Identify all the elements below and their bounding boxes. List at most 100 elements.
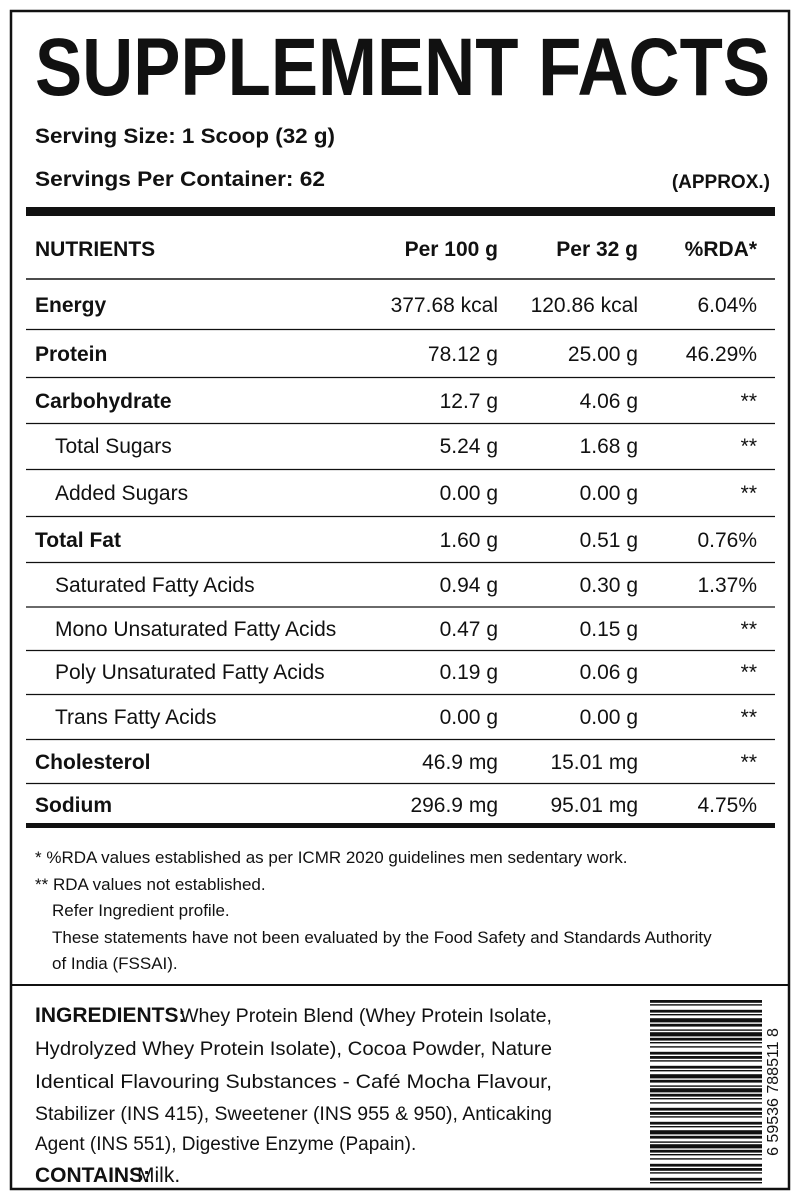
nutrient-value: **: [741, 482, 757, 505]
barcode-bar: [650, 1177, 762, 1181]
barcode-bar: [650, 1098, 762, 1100]
barcode-bar: [650, 1009, 762, 1013]
nutrient-value: **: [741, 661, 757, 684]
nutrient-value: 0.00 g: [440, 482, 498, 505]
barcode: [650, 1000, 762, 1184]
nutrient-name: Added Sugars: [55, 482, 188, 505]
nutrient-name: Cholesterol: [35, 751, 151, 774]
nutrient-value: 0.00 g: [440, 706, 498, 729]
footnote: of India (FSSAI).: [52, 954, 178, 973]
barcode-bar: [650, 1051, 762, 1055]
column-header: Per 100 g: [405, 238, 498, 261]
nutrient-name: Protein: [35, 343, 107, 366]
nutrient-value: 46.9 mg: [422, 751, 498, 774]
nutrient-value: 78.12 g: [428, 343, 498, 366]
nutrient-value: 0.94 g: [440, 574, 498, 597]
nutrient-value: 15.01 mg: [550, 751, 638, 774]
nutrient-value: **: [741, 751, 757, 774]
barcode-bar: [650, 1074, 762, 1079]
barcode-bar: [650, 1144, 762, 1149]
nutrient-name: Saturated Fatty Acids: [55, 574, 255, 597]
barcode-bar: [650, 1060, 762, 1062]
barcode-bar: [650, 1172, 762, 1174]
nutrient-value: 296.9 mg: [410, 794, 498, 817]
ingredients-label: INGREDIENTS:: [35, 1004, 186, 1027]
barcode-bar: [650, 1079, 762, 1083]
nutrient-value: 0.19 g: [440, 661, 498, 684]
nutrient-value: 377.68 kcal: [391, 294, 498, 317]
barcode-bar: [650, 1042, 762, 1044]
barcode-bar: [650, 1029, 762, 1031]
barcode-bar: [650, 1088, 762, 1093]
barcode-bar: [650, 1149, 762, 1153]
nutrient-value: 0.15 g: [580, 618, 638, 641]
barcode-bar: [650, 1032, 762, 1037]
nutrient-name: Total Fat: [35, 529, 121, 552]
nutrient-value: **: [741, 618, 757, 641]
barcode-bar: [650, 1018, 762, 1023]
barcode-bar: [650, 1116, 762, 1118]
barcode-bar: [650, 1141, 762, 1143]
barcode-bar: [650, 1037, 762, 1041]
nutrient-name: Trans Fatty Acids: [55, 706, 216, 729]
ingredient-line: Identical Flavouring Substances - Café M…: [35, 1072, 552, 1093]
ingredient-line: Whey Protein Blend (Whey Protein Isolate…: [180, 1006, 552, 1027]
nutrient-value: 5.24 g: [440, 435, 498, 458]
footnote: * %RDA values established as per ICMR 20…: [35, 848, 627, 867]
servings-per-container: Servings Per Container: 62: [35, 168, 325, 191]
nutrient-name: Total Sugars: [55, 435, 172, 458]
barcode-bar: [650, 1023, 762, 1027]
nutrient-value: 1.37%: [697, 574, 757, 597]
barcode-bar: [650, 1085, 762, 1087]
thick-rule: [26, 207, 775, 216]
nutrient-value: 4.06 g: [580, 390, 638, 413]
barcode-bar: [650, 1014, 762, 1016]
nutrient-value: 0.30 g: [580, 574, 638, 597]
nutrient-value: 1.60 g: [440, 529, 498, 552]
barcode-bar: [650, 1121, 762, 1125]
footnote: These statements have not been evaluated…: [52, 928, 712, 947]
nutrient-value: 12.7 g: [440, 390, 498, 413]
thick-rule: [26, 823, 775, 828]
barcode-bar: [650, 1154, 762, 1156]
nutrient-value: 46.29%: [686, 343, 757, 366]
nutrient-value: 95.01 mg: [550, 794, 638, 817]
nutrient-name: Sodium: [35, 794, 112, 817]
approx-note: (APPROX.): [672, 172, 770, 193]
contains-label: CONTAINS:: [35, 1164, 150, 1187]
nutrient-name: Energy: [35, 294, 107, 317]
barcode-bar: [650, 1107, 762, 1111]
barcode-bar: [650, 1126, 762, 1128]
barcode-bar: [650, 1070, 762, 1072]
barcode-bar: [650, 1158, 762, 1160]
serving-size: Serving Size: 1 Scoop (32 g): [35, 125, 335, 148]
barcode-bar: [650, 1046, 762, 1048]
ingredient-line: Stabilizer (INS 415), Sweetener (INS 955…: [35, 1104, 552, 1125]
nutrient-name: Carbohydrate: [35, 390, 172, 413]
barcode-bar: [650, 1102, 762, 1104]
nutrient-value: 4.75%: [697, 794, 757, 817]
title: SUPPLEMENT FACTS: [35, 22, 770, 113]
nutrient-value: **: [741, 706, 757, 729]
column-header: Per 32 g: [556, 238, 638, 261]
nutrient-value: 1.68 g: [580, 435, 638, 458]
nutrient-value: **: [741, 435, 757, 458]
nutrient-name: Poly Unsaturated Fatty Acids: [55, 661, 325, 684]
nutrient-value: **: [741, 390, 757, 413]
nutrient-value: 0.47 g: [440, 618, 498, 641]
footnote: Refer Ingredient profile.: [52, 901, 230, 920]
barcode-bar: [650, 1112, 762, 1115]
nutrient-name: Mono Unsaturated Fatty Acids: [55, 618, 336, 641]
barcode-bar: [650, 1065, 762, 1069]
barcode-bar: [650, 1130, 762, 1135]
barcode-bar: [650, 1004, 762, 1006]
footnote: ** RDA values not established.: [35, 875, 266, 894]
contains-value: Milk.: [137, 1164, 180, 1187]
nutrient-value: 0.76%: [697, 529, 757, 552]
column-header: %RDA*: [685, 238, 758, 261]
barcode-number: 6 59536 788511 8: [765, 1028, 782, 1156]
ingredient-line: Agent (INS 551), Digestive Enzyme (Papai…: [35, 1134, 416, 1155]
nutrient-value: 25.00 g: [568, 343, 638, 366]
column-header: NUTRIENTS: [35, 238, 155, 261]
